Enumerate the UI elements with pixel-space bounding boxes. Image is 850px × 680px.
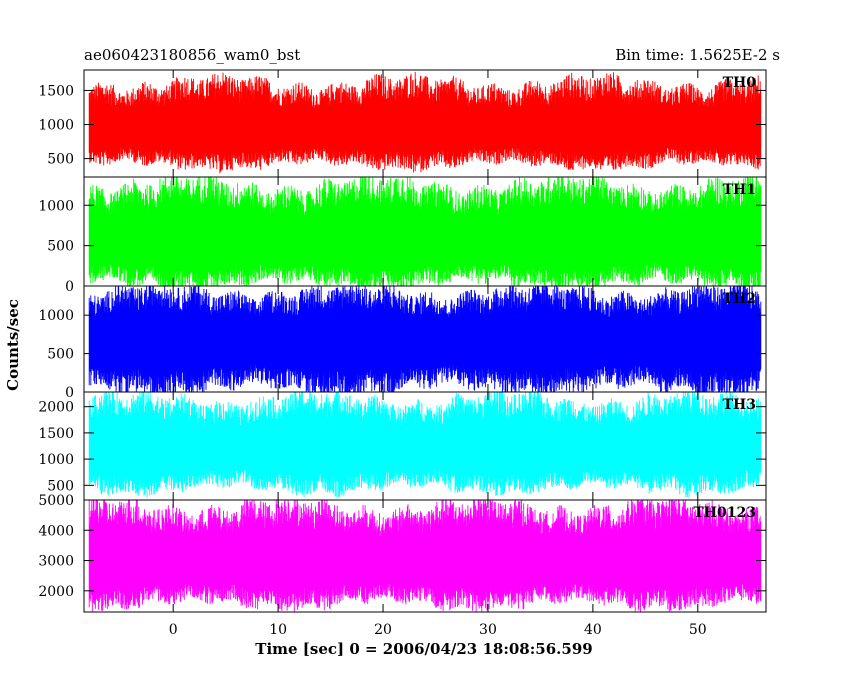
series-trace-th3 (88, 392, 762, 499)
y-tick-label: 500 (47, 239, 74, 255)
y-tick-label: 1500 (38, 83, 74, 99)
panel-frame (83, 499, 767, 613)
panel-th2: 0 500 1000 TH2 (38, 285, 767, 401)
y-tick-label: 500 (47, 152, 74, 168)
panel-th3: 500 1000 1500 2000 TH3 (38, 391, 767, 501)
x-tick-label: 40 (584, 622, 602, 638)
series-trace-th2 (88, 286, 762, 392)
y-axis-label: Counts/sec (4, 299, 22, 391)
x-axis-label: Time [sec] 0 = 2006/04/23 18:08:56.599 (255, 640, 592, 658)
y-tick-label: 1000 (38, 198, 74, 214)
panel-th0: 500 1000 1500 TH0 (38, 69, 767, 178)
x-tick-label: 10 (269, 622, 287, 638)
series-trace-th0123 (88, 500, 762, 612)
x-tick-label: 0 (169, 622, 178, 638)
channel-label: TH3 (723, 397, 756, 413)
y-tick-label: 4000 (38, 523, 74, 539)
y-tick-label: 2000 (38, 584, 74, 600)
y-tick-label: 2000 (38, 400, 74, 416)
y-tick-label: 0 (65, 279, 74, 295)
y-tick-label: 5000 (38, 493, 74, 509)
panel-th0123: 2000 3000 4000 5000 TH0123 (38, 493, 767, 613)
channel-label: TH0123 (693, 505, 756, 521)
chart-title-right: Bin time: 1.5625E-2 s (615, 46, 780, 64)
panel-th1: 0 500 1000 TH1 (38, 176, 767, 295)
y-tick-label: 500 (47, 347, 74, 363)
y-tick-label: 0 (65, 385, 74, 401)
channel-label: TH1 (723, 182, 756, 198)
channel-label: TH2 (723, 291, 756, 307)
channel-label: TH0 (723, 75, 757, 91)
x-tick-label: 30 (479, 622, 497, 638)
x-tick-label: 50 (689, 622, 707, 638)
y-tick-label: 3000 (38, 554, 74, 570)
series-trace-th1 (88, 177, 762, 286)
x-tick-label: 20 (374, 622, 392, 638)
panels-group: 50010001500TH005001000TH105001000TH25001… (38, 69, 767, 638)
y-tick-label: 1000 (38, 452, 74, 468)
y-tick-label: 1000 (38, 118, 74, 134)
y-tick-label: 500 (47, 478, 74, 494)
series-trace-th0 (88, 71, 762, 174)
y-tick-label: 1000 (38, 308, 74, 324)
y-tick-label: 1500 (38, 426, 74, 442)
chart-title-left: ae060423180856_wam0_bst (84, 46, 300, 64)
